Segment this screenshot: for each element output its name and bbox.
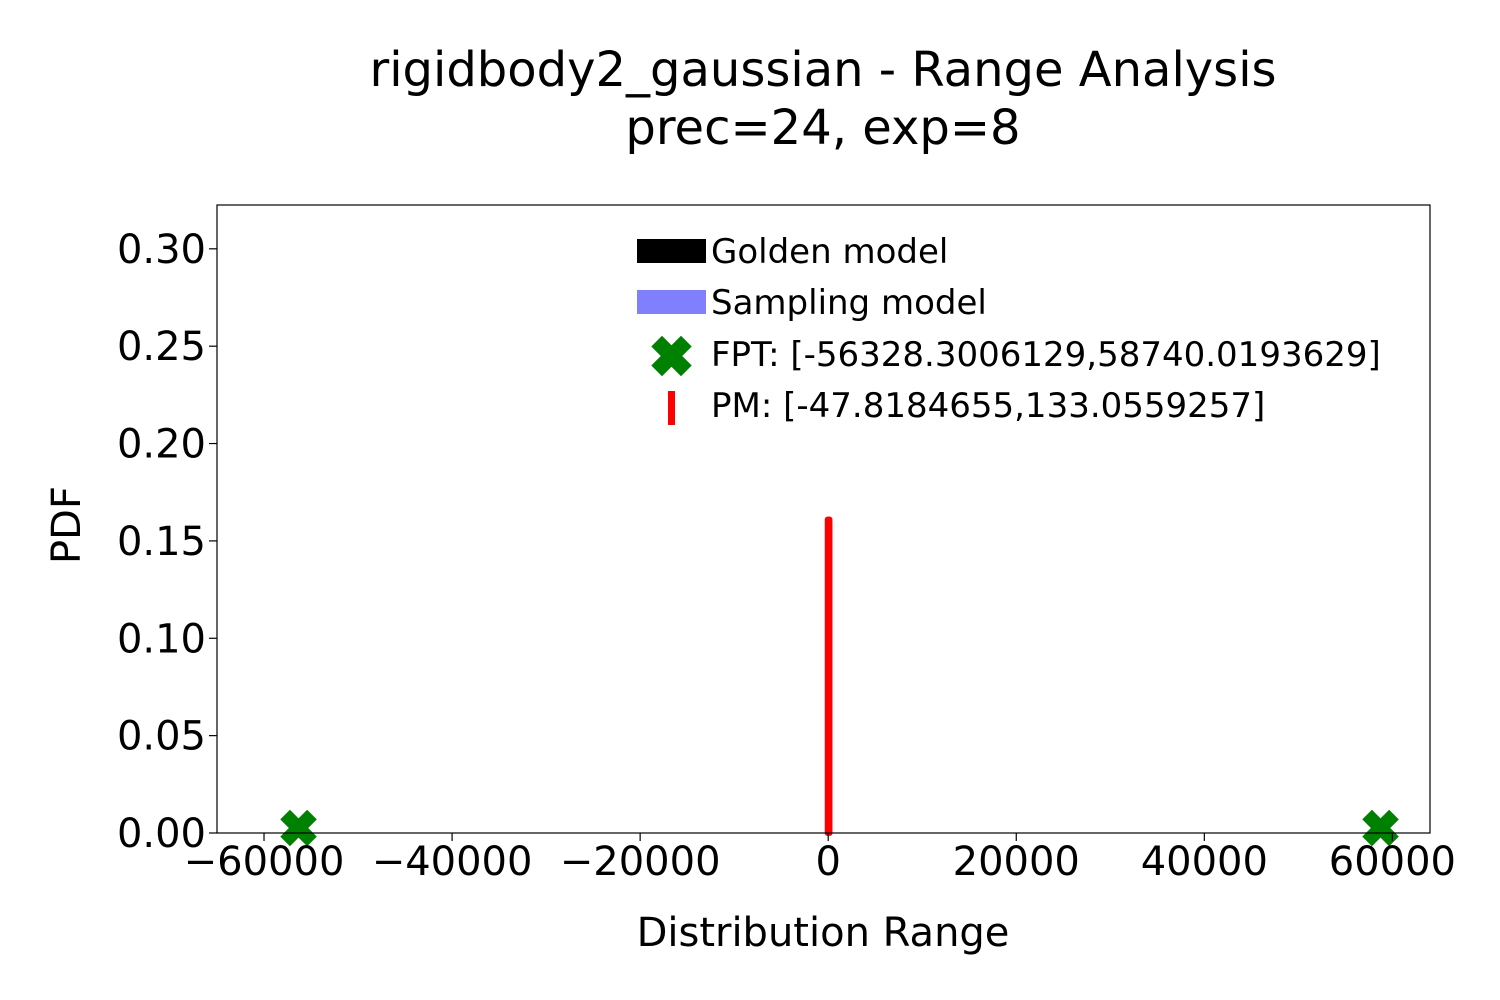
legend-item: FPT: [-56328.3006129,58740.0193629] <box>651 335 1381 377</box>
x-axis-label: Distribution Range <box>637 910 1010 956</box>
y-axis: 0.00 0.05 0.10 0.15 0.20 0.25 0.30 <box>117 227 217 857</box>
y-tick-label: 0.15 <box>117 519 206 565</box>
x-tick-label: 0 <box>815 839 840 885</box>
chart-title: rigidbody2_gaussian - Range Analysis <box>369 42 1276 98</box>
x-tick-label: 40000 <box>1141 839 1268 885</box>
x-tick-label: 20000 <box>953 839 1080 885</box>
plot-frame <box>216 204 1431 834</box>
legend-pm-icon <box>668 391 675 425</box>
legend-swatch <box>637 239 706 263</box>
fpt-marker-shape <box>280 809 317 847</box>
legend-fpt-icon <box>651 335 692 377</box>
plot-area <box>280 516 1399 847</box>
x-tick-label: −40000 <box>372 839 533 885</box>
legend-swatch <box>637 290 706 314</box>
fpt-marker <box>1362 809 1399 847</box>
legend-label: PM: [-47.8184655,133.0559257] <box>711 386 1265 426</box>
x-axis: −60000 −40000 −20000 0 20000 40000 60000 <box>184 833 1456 885</box>
legend-item: PM: [-47.8184655,133.0559257] <box>668 386 1265 426</box>
legend-label: FPT: [-56328.3006129,58740.0193629] <box>711 335 1381 375</box>
legend-label: Golden model <box>711 232 948 272</box>
y-tick-label: 0.05 <box>117 714 206 760</box>
legend-item: Sampling model <box>637 283 987 323</box>
x-tick-label: −20000 <box>560 839 721 885</box>
x-tick-label: −60000 <box>184 839 345 885</box>
y-tick-label: 0.00 <box>117 811 206 857</box>
y-tick-label: 0.30 <box>117 227 206 273</box>
y-tick-label: 0.10 <box>117 616 206 662</box>
legend-label: Sampling model <box>711 283 987 323</box>
chart-subtitle: prec=24, exp=8 <box>625 100 1020 156</box>
y-axis-label: PDF <box>44 486 90 564</box>
fpt-marker <box>280 809 317 847</box>
y-tick-label: 0.25 <box>117 324 206 370</box>
x-tick-label: 60000 <box>1329 839 1456 885</box>
fpt-marker-shape <box>1362 809 1399 847</box>
y-tick-label: 0.20 <box>117 422 206 468</box>
legend-item: Golden model <box>637 232 948 272</box>
legend: Golden model Sampling model FPT: [-56328.3… <box>637 232 1381 426</box>
legend-fpt-icon-shape <box>651 335 692 377</box>
